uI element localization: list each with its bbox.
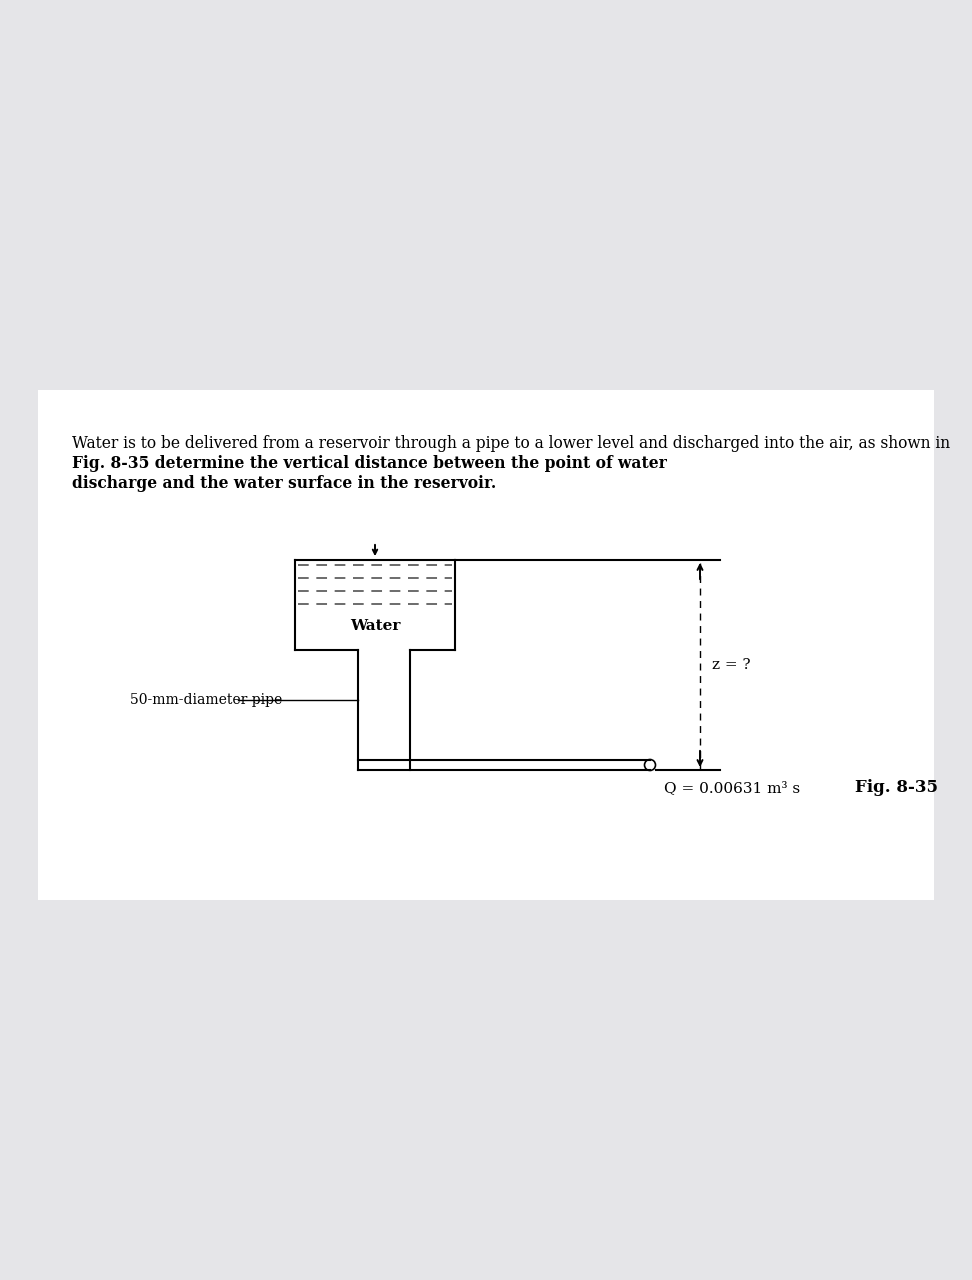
Text: Fig. 8-35: Fig. 8-35: [855, 780, 938, 796]
Text: Water is to be delivered from a reservoir through a pipe to a lower level and di: Water is to be delivered from a reservoi…: [72, 435, 950, 452]
Text: z = ?: z = ?: [712, 658, 750, 672]
Text: Fig. 8-35 determine the vertical distance between the point of water: Fig. 8-35 determine the vertical distanc…: [72, 454, 667, 472]
Text: 50-mm-diameter pipe: 50-mm-diameter pipe: [130, 692, 282, 707]
Text: Q = 0.00631 m³ s: Q = 0.00631 m³ s: [664, 781, 800, 795]
Text: discharge and the water surface in the reservoir.: discharge and the water surface in the r…: [72, 475, 497, 492]
Bar: [38, 390, 934, 900]
Text: Water: Water: [350, 620, 400, 634]
